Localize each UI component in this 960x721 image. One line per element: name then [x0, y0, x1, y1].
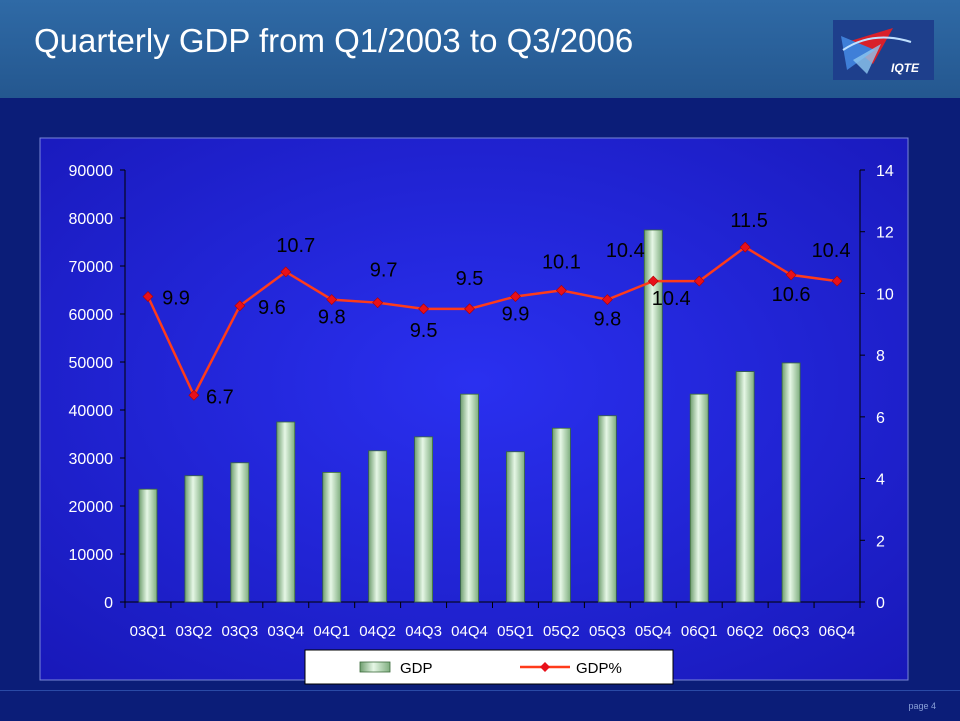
- gdp-pct-marker: [831, 275, 843, 287]
- page-title: Quarterly GDP from Q1/2003 to Q3/2006: [34, 22, 634, 59]
- legend-gdp-pct-label: GDP%: [576, 660, 622, 677]
- gdp-pct-marker: [785, 269, 797, 281]
- gdp-pct-data-label: 9.9: [162, 288, 190, 310]
- gdp-pct-data-label: 10.6: [772, 284, 811, 306]
- x-tick-label: 03Q4: [267, 623, 304, 640]
- gdp-pct-data-label: 10.4: [606, 240, 645, 262]
- slide-header: Quarterly GDP from Q1/2003 to Q3/2006 IQ…: [0, 0, 960, 98]
- gdp-pct-data-label: 10.7: [276, 235, 315, 257]
- gdp-bar: [460, 393, 479, 603]
- left-tick-label: 30000: [69, 451, 114, 468]
- gdp-pct-data-label: 6.7: [206, 386, 234, 408]
- left-tick-label: 10000: [69, 547, 114, 564]
- gdp-bar: [184, 475, 204, 603]
- gdp-bar: [230, 462, 250, 603]
- gdp-pct-data-label: 10.4: [652, 288, 691, 310]
- left-tick-label: 40000: [69, 403, 114, 420]
- gdp-pct-marker: [326, 294, 338, 306]
- legend-gdp-swatch: [359, 661, 391, 673]
- gdp-pct-data-label: 9.8: [318, 307, 346, 329]
- gdp-bar: [735, 371, 755, 603]
- logo-text: IQTE: [891, 61, 920, 75]
- gdp-bar: [781, 362, 801, 603]
- gdp-bar: [322, 471, 342, 603]
- left-tick-label: 0: [104, 595, 113, 612]
- gdp-pct-data-label: 9.7: [370, 260, 398, 282]
- x-tick-label: 04Q4: [451, 623, 488, 640]
- x-tick-label: 05Q4: [635, 623, 672, 640]
- left-tick-label: 50000: [69, 355, 114, 372]
- x-tick-label: 06Q1: [681, 623, 718, 640]
- page-number: page 4: [908, 701, 936, 711]
- left-tick-label: 20000: [69, 499, 114, 516]
- x-tick-label: 04Q1: [313, 623, 350, 640]
- legend-gdp-pct-marker: [540, 662, 550, 672]
- right-tick-label: 2: [876, 533, 885, 550]
- gdp-bar: [643, 229, 663, 603]
- gdp-bar: [689, 393, 709, 603]
- right-tick-label: 12: [876, 225, 894, 242]
- gdp-bar: [368, 450, 388, 603]
- x-tick-label: 05Q1: [497, 623, 534, 640]
- right-tick-label: 4: [876, 472, 885, 489]
- gdp-pct-marker: [372, 297, 384, 309]
- left-tick-label: 80000: [69, 211, 114, 228]
- x-tick-label: 05Q3: [589, 623, 626, 640]
- gdp-bar: [552, 427, 571, 603]
- gdp-pct-data-label: 10.4: [812, 240, 851, 262]
- slide-footer: page 4: [0, 690, 960, 721]
- gdp-pct-marker: [464, 303, 475, 315]
- gdp-pct-marker: [647, 275, 659, 287]
- gdp-pct-data-label: 9.5: [410, 320, 438, 342]
- gdp-pct-marker: [739, 241, 751, 253]
- gdp-pct-marker: [418, 303, 430, 315]
- gdp-pct-data-label: 10.1: [542, 251, 581, 273]
- gdp-pct-marker: [601, 294, 613, 306]
- gdp-pct-data-label: 9.6: [258, 297, 286, 319]
- gdp-pct-data-label: 9.9: [502, 304, 530, 326]
- gdp-bar: [138, 488, 158, 603]
- gdp-pct-line: [146, 245, 838, 399]
- right-tick-label: 6: [876, 410, 885, 427]
- gdp-pct-marker: [142, 291, 154, 302]
- iqte-logo: IQTE: [833, 20, 934, 80]
- x-tick-label: 06Q2: [727, 623, 764, 640]
- x-tick-label: 04Q3: [405, 623, 442, 640]
- gdp-bar: [414, 436, 433, 603]
- gdp-bar: [597, 415, 617, 603]
- right-tick-label: 0: [876, 595, 885, 612]
- left-tick-label: 70000: [69, 259, 114, 276]
- x-tick-label: 04Q2: [359, 623, 396, 640]
- gdp-pct-data-label: 11.5: [730, 210, 767, 232]
- gdp-pct-marker: [693, 275, 705, 287]
- x-tick-label: 03Q2: [176, 623, 213, 640]
- x-tick-label: 06Q4: [819, 623, 856, 640]
- left-tick-label: 60000: [69, 307, 114, 324]
- legend-gdp-label: GDP: [400, 660, 433, 677]
- gdp-pct-data-label: 9.8: [593, 309, 621, 331]
- right-tick-label: 8: [876, 348, 885, 365]
- left-tick-label: 90000: [69, 163, 114, 180]
- x-tick-label: 03Q3: [221, 623, 258, 640]
- gdp-pct-marker: [188, 389, 200, 401]
- gdp-pct-marker: [280, 266, 292, 278]
- x-tick-label: 03Q1: [130, 623, 167, 640]
- gdp-bar: [276, 421, 296, 603]
- gdp-pct-marker: [555, 284, 567, 296]
- gdp-bar: [506, 451, 525, 603]
- gdp-pct-marker: [234, 300, 246, 312]
- x-tick-label: 06Q3: [773, 623, 810, 640]
- right-tick-label: 10: [876, 286, 894, 303]
- gdp-pct-marker: [510, 291, 521, 302]
- x-tick-label: 05Q2: [543, 623, 580, 640]
- right-tick-label: 14: [876, 163, 894, 180]
- gdp-pct-data-label: 9.5: [456, 268, 484, 290]
